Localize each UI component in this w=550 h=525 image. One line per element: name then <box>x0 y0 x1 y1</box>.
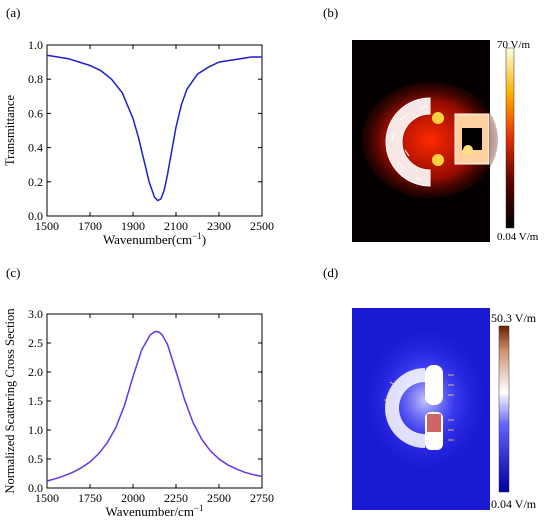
y-tick-label: 2.0 <box>28 365 43 379</box>
panel-label-b: (b) <box>323 5 338 20</box>
series-line <box>46 330 263 482</box>
y-tick-label: 0.0 <box>28 209 43 223</box>
x-tick-label: 1500 <box>35 491 59 505</box>
y-tick-label: 3.0 <box>28 307 43 321</box>
x-tick-label: 1900 <box>121 219 145 233</box>
panel-label-a: (a) <box>6 5 20 20</box>
colorbar-b <box>505 47 515 229</box>
y-tick-label: 0.2 <box>28 175 43 189</box>
y-tick-label: 0.8 <box>28 72 43 86</box>
hot-spot <box>427 414 441 432</box>
y-tick-label: 1.0 <box>28 423 43 437</box>
x-tick-label: 1750 <box>78 491 102 505</box>
y-axis-label: Normalized Scattering Cross Section <box>3 308 17 494</box>
field-arrows <box>384 374 454 441</box>
y-tick-label: 0.6 <box>28 106 43 120</box>
c-ring-structure <box>385 97 431 187</box>
hot-spot <box>432 154 444 166</box>
x-tick-label: 2100 <box>164 219 188 233</box>
y-tick-label: 1.5 <box>28 394 43 408</box>
colorbar-b-max: 70 V/m <box>497 39 531 51</box>
y-tick-label: 0.5 <box>28 452 43 466</box>
field-arrows <box>391 105 429 181</box>
colorbar-d <box>498 325 510 493</box>
x-tick-label: 2500 <box>207 491 231 505</box>
panel-label-d: (d) <box>323 265 338 280</box>
c-ring-structure <box>385 368 425 448</box>
field-map-d: 50.3 V/m 0.04 V/m <box>352 308 537 511</box>
hot-spot <box>432 112 444 124</box>
plot-frame <box>46 44 263 217</box>
rod-structure <box>425 365 443 405</box>
x-axis-label: Wavenumber/cm−1 <box>105 503 203 519</box>
x-tick-label: 2750 <box>250 491 274 505</box>
colorbar-d-max: 50.3 V/m <box>491 311 537 325</box>
y-tick-label: 0.0 <box>28 481 43 495</box>
y-tick-label: 0.4 <box>28 141 43 155</box>
x-tick-label: 2500 <box>250 219 274 233</box>
panel-label-c: (c) <box>6 265 20 280</box>
x-axis-label: Wavenumber(cm−1) <box>103 231 206 247</box>
scattering-chart: 1500 1750 2000 2250 2500 2750 0.0 0.5 1.0 1.5 2.0 2… <box>3 307 274 519</box>
x-tick-label: 2300 <box>207 219 231 233</box>
rod-gap <box>462 128 482 150</box>
colorbar-b-min: 0.04 V/m <box>497 231 539 243</box>
field-map-b: 70 V/m 0.04 V/m <box>352 39 539 243</box>
x-tick-label: 2000 <box>121 491 145 505</box>
y-tick-label: 1.0 <box>28 38 43 52</box>
plot-frame <box>46 313 263 489</box>
y-tick-label: 2.5 <box>28 336 43 350</box>
y-axis-label: Transmittance <box>3 95 17 167</box>
x-tick-label: 1500 <box>35 219 59 233</box>
field-glow <box>365 330 485 470</box>
x-tick-label: 1700 <box>78 219 102 233</box>
transmittance-chart: 1500 1700 1900 2100 2300 2500 0.0 0.2 0.4 0.6 0.8 1… <box>3 38 274 247</box>
series-line <box>46 54 262 202</box>
hot-spot <box>463 145 473 155</box>
colorbar-d-min: 0.04 V/m <box>491 497 537 511</box>
x-tick-label: 2250 <box>164 491 188 505</box>
